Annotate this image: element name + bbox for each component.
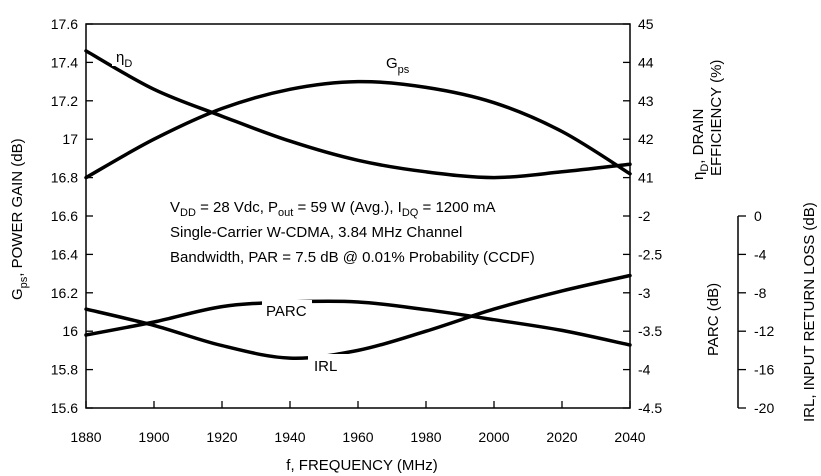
left-tick-label: 17.2 <box>51 93 78 109</box>
series-label-parc: PARC <box>266 303 307 320</box>
series-line-g <box>84 79 632 180</box>
series-label-irl: IRL <box>314 358 337 375</box>
irl-tick-label: -12 <box>754 323 774 339</box>
parc-tick-label: -3 <box>638 285 651 301</box>
parc-tick-label: -3.5 <box>638 323 662 339</box>
parc-label-bg <box>262 300 312 322</box>
left-tick-label: 17.4 <box>51 54 78 70</box>
annotation-text-part: = 28 Vdc, P <box>196 199 278 216</box>
series-line-irl <box>84 273 632 360</box>
annotation-text-part: = 59 W (Avg.), I <box>293 199 402 216</box>
irl-tick-label: -16 <box>754 362 774 378</box>
x-tick-label: 1900 <box>138 429 169 445</box>
efficiency-tick-label: 44 <box>638 54 654 70</box>
irl-tick-label: -8 <box>754 285 767 301</box>
irl-tick-label: -20 <box>754 400 774 416</box>
annotation-line-1: VDD = 28 Vdc, Pout = 59 W (Avg.), IDQ = … <box>170 199 496 219</box>
x-tick-label: 1960 <box>342 429 373 445</box>
irl-tick-label: -4 <box>754 246 767 262</box>
x-axis-title: f, FREQUENCY (MHz) <box>286 457 437 474</box>
x-tick-label: 1920 <box>206 429 237 445</box>
x-axis-ticks: 1880 1900 1920 1940 1960 1980 2000 2020 2040 <box>70 401 646 445</box>
series-curves <box>84 49 632 360</box>
series-label-etad: ηD <box>116 49 132 70</box>
left-tick-label: 15.8 <box>51 362 78 378</box>
efficiency-tick-label: 43 <box>638 93 654 109</box>
left-tick-label: 17.6 <box>51 16 78 32</box>
annotation-text-part: DQ <box>402 207 419 219</box>
parc-tick-label: -2 <box>638 208 651 224</box>
irl-tick-label: 0 <box>754 208 762 224</box>
efficiency-tick-label: 42 <box>638 131 654 147</box>
efficiency-axis-title-line2: EFFICIENCY (%) <box>708 60 725 176</box>
left-tick-label: 15.6 <box>51 400 78 416</box>
annotation-text-part: V <box>170 199 180 216</box>
series-line-parc <box>84 299 632 347</box>
x-tick-label: 2040 <box>614 429 645 445</box>
efficiency-tick-label: 41 <box>638 170 654 186</box>
far-right-axis: 0 -4 -8 -12 -16 -20 <box>737 208 774 416</box>
left-tick-label: 16.4 <box>51 246 78 262</box>
left-tick-label: 16.6 <box>51 208 78 224</box>
right-axis-ticks: 41 42 43 44 45 -2 -2.5 -3 -3.5 -4 -4.5 <box>623 16 662 416</box>
annotation-text-part: = 1200 mA <box>418 199 495 216</box>
annotation-background <box>166 190 604 266</box>
parc-tick-label: -4 <box>638 362 651 378</box>
annotation-line-3: Bandwidth, PAR = 7.5 dB @ 0.01% Probabil… <box>170 249 535 266</box>
left-tick-label: 17 <box>62 131 78 147</box>
left-tick-label: 16 <box>62 323 78 339</box>
irl-label-bg <box>308 354 350 376</box>
x-tick-label: 2000 <box>478 429 509 445</box>
parc-tick-label: -4.5 <box>638 400 662 416</box>
annotation-text-part: out <box>278 207 293 219</box>
series-line-η <box>84 49 632 180</box>
x-tick-label: 1880 <box>70 429 101 445</box>
efficiency-tick-label: 45 <box>638 16 654 32</box>
annotation-text-part: DD <box>180 207 196 219</box>
efficiency-axis-title-line1: ηD, DRAIN <box>690 109 711 180</box>
annotation-line-2: Single-Carrier W-CDMA, 3.84 MHz Channel <box>170 224 462 241</box>
x-tick-label: 1940 <box>274 429 305 445</box>
left-axis-ticks: 15.6 15.8 16 16.2 16.4 16.6 16.8 17 17.2 17.4 17.6 <box>51 16 93 416</box>
series-label-gps: Gps <box>386 55 410 76</box>
left-tick-label: 16.2 <box>51 285 78 301</box>
left-axis-title: Gps, POWER GAIN (dB) <box>9 138 30 300</box>
left-tick-label: 16.8 <box>51 170 78 186</box>
parc-axis-title: PARC (dB) <box>705 283 722 356</box>
gps-label-bg <box>382 50 426 72</box>
x-tick-label: 1980 <box>410 429 441 445</box>
parc-tick-label: -2.5 <box>638 246 662 262</box>
etad-label-bg <box>112 46 146 66</box>
irl-axis-title: IRL, INPUT RETURN LOSS (dB) <box>801 202 818 422</box>
x-tick-label: 2020 <box>546 429 577 445</box>
